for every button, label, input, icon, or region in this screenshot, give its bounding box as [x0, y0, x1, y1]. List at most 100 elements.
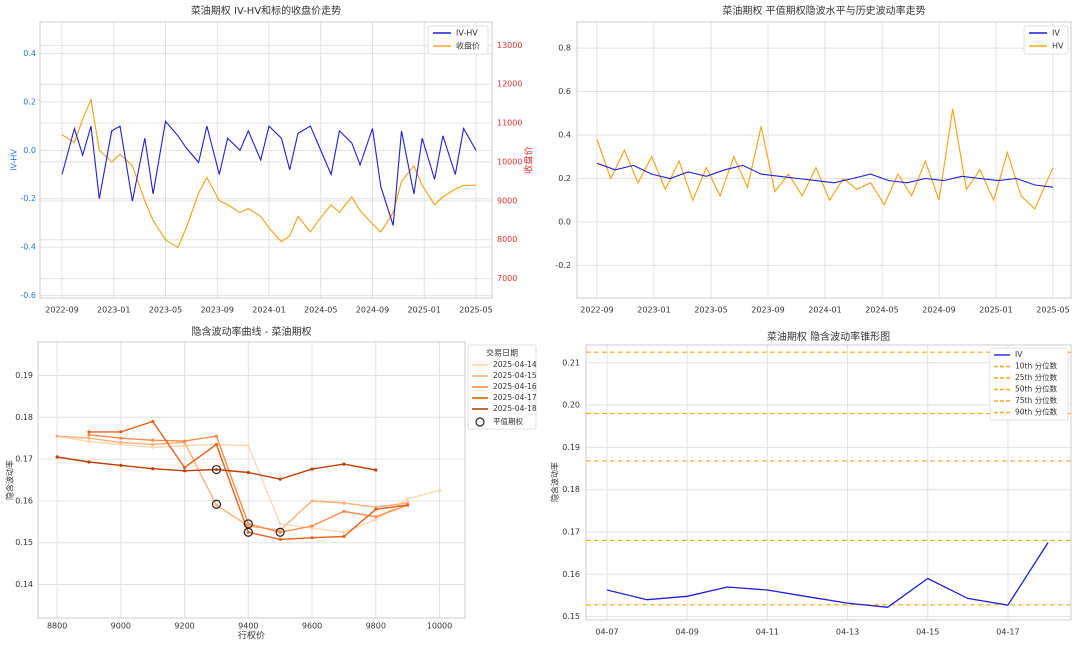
series-point-2025-04-18	[87, 460, 91, 464]
x-tick-label: 04-15	[916, 628, 939, 637]
series-point-2025-04-16	[119, 436, 123, 440]
series-point-2025-04-18	[119, 463, 123, 467]
series-point-2025-04-17	[214, 442, 219, 447]
y-tick-label: 0.4	[558, 131, 571, 140]
series-line-2025-04-15	[57, 435, 408, 531]
x-tick-label: 04-09	[676, 628, 699, 637]
series-point-2025-04-17	[87, 430, 91, 434]
legend-label: 2025-04-16	[493, 382, 537, 391]
x-tick-label: 2022-09	[580, 306, 613, 315]
series-point-2025-04-16	[87, 433, 91, 437]
y-right-tick-label: 11000	[497, 119, 522, 128]
series-point-2025-04-16	[151, 438, 155, 442]
legend-label: IV	[1052, 29, 1060, 38]
series-point-2025-04-14	[87, 439, 91, 444]
chart-title: 菜油期权 隐含波动率锥形图	[767, 330, 890, 343]
legend-box	[467, 344, 537, 430]
x-axis-label: 行权价	[238, 630, 265, 642]
legend-label: 50th 分位数	[1015, 384, 1058, 394]
y-right-tick-label: 12000	[497, 80, 522, 89]
x-tick-label: 9400	[238, 622, 258, 631]
x-tick-label: 2024-05	[865, 306, 898, 315]
y-tick-label: 0.16	[562, 570, 580, 579]
legend-title: 交易日期	[486, 348, 518, 358]
series-point-2025-04-18	[182, 469, 187, 473]
series-point-2025-04-18	[55, 455, 59, 459]
series-point-2025-04-18	[374, 468, 378, 472]
series-point-2025-04-16	[310, 524, 314, 528]
series-line-iv	[606, 542, 1049, 608]
legend-label: IV-HV	[456, 29, 478, 38]
series-point-2025-04-17	[374, 507, 378, 511]
legend-label: 2025-04-14	[493, 360, 537, 369]
chart-title: 隐含波动率曲线 - 菜油期权	[192, 325, 312, 338]
legend-label: 平值期权	[493, 416, 523, 426]
x-tick-label: 04-07	[595, 628, 618, 637]
series-point-2025-04-15	[55, 434, 59, 438]
series-point-2025-04-18	[151, 467, 155, 471]
legend-label: 收盘价	[456, 41, 480, 51]
legend-label: 2025-04-18	[493, 404, 537, 413]
x-tick-label: 9800	[366, 622, 386, 631]
atm-point-marker	[211, 464, 222, 475]
y-tick-label: 0.16	[15, 496, 33, 505]
series-point-2025-04-14	[342, 530, 346, 534]
series-point-2025-04-17	[342, 534, 346, 539]
series-point-2025-04-17	[406, 503, 410, 507]
legend-label: 75th 分位数	[1015, 395, 1058, 405]
y-right-tick-label: 8000	[497, 235, 517, 244]
series-point-2025-04-17	[182, 465, 187, 470]
series-point-2025-04-16	[246, 522, 250, 526]
y-right-tick-label: 13000	[497, 41, 522, 50]
x-tick-label: 2025-01	[408, 306, 441, 315]
y-tick-label: 0.8	[558, 44, 571, 53]
plot-frame	[39, 21, 493, 299]
series-point-2025-04-15	[310, 499, 314, 503]
series-point-2025-04-15	[214, 503, 219, 507]
x-tick-label: 2023-05	[149, 306, 182, 315]
x-tick-label: 04-17	[996, 628, 1019, 637]
series-point-2025-04-18	[342, 462, 346, 466]
y-tick-label: -0.4	[20, 243, 36, 252]
series-line-hv	[596, 108, 1054, 210]
series-point-2025-04-18	[310, 467, 314, 471]
y-tick-label: 0.0	[23, 146, 36, 155]
y-tick-label: 0.2	[558, 174, 571, 183]
y-right-tick-label: 9000	[497, 196, 517, 205]
series-point-2025-04-18	[214, 467, 219, 472]
x-tick-label: 2024-09	[922, 306, 955, 315]
legend-label: 10th 分位数	[1015, 361, 1058, 371]
x-tick-label: 2022-09	[45, 306, 78, 315]
series-line-iv-hv	[61, 120, 477, 226]
y-axis-label: IV-HV	[10, 149, 19, 171]
legend-label: IV	[1015, 350, 1023, 359]
series-point-2025-04-16	[182, 439, 187, 443]
series-point-2025-04-16	[342, 509, 346, 513]
series-point-2025-04-17	[119, 430, 123, 434]
chart-title: 菜油期权 平值期权隐波水平与历史波动率走势	[722, 4, 925, 17]
x-tick-label: 8800	[47, 622, 67, 631]
series-point-2025-04-15	[119, 440, 123, 444]
series-point-2025-04-14	[437, 488, 442, 493]
series-point-2025-04-15	[342, 501, 346, 505]
x-tick-label: 2024-05	[304, 306, 337, 315]
y-tick-label: -0.2	[20, 194, 36, 203]
series-line-iv	[596, 162, 1054, 188]
series-point-2025-04-18	[246, 470, 250, 475]
series-point-2025-04-14	[278, 522, 282, 526]
y-tick-label: -0.6	[20, 291, 36, 300]
plot-frame	[37, 341, 466, 619]
legend-swatch-atm	[475, 417, 485, 427]
y-tick-label: 0.17	[15, 455, 33, 464]
series-point-2025-04-17	[246, 530, 250, 534]
y-tick-label: 0.14	[15, 580, 33, 589]
legend-label: HV	[1052, 42, 1064, 51]
series-point-2025-04-17	[151, 419, 155, 424]
x-tick-label: 2023-01	[637, 306, 670, 315]
x-tick-label: 2024-09	[356, 306, 389, 315]
plot-frame	[576, 21, 1072, 299]
x-tick-label: 2025-05	[459, 306, 492, 315]
series-point-2025-04-15	[151, 442, 155, 447]
x-tick-label: 9200	[174, 622, 194, 631]
